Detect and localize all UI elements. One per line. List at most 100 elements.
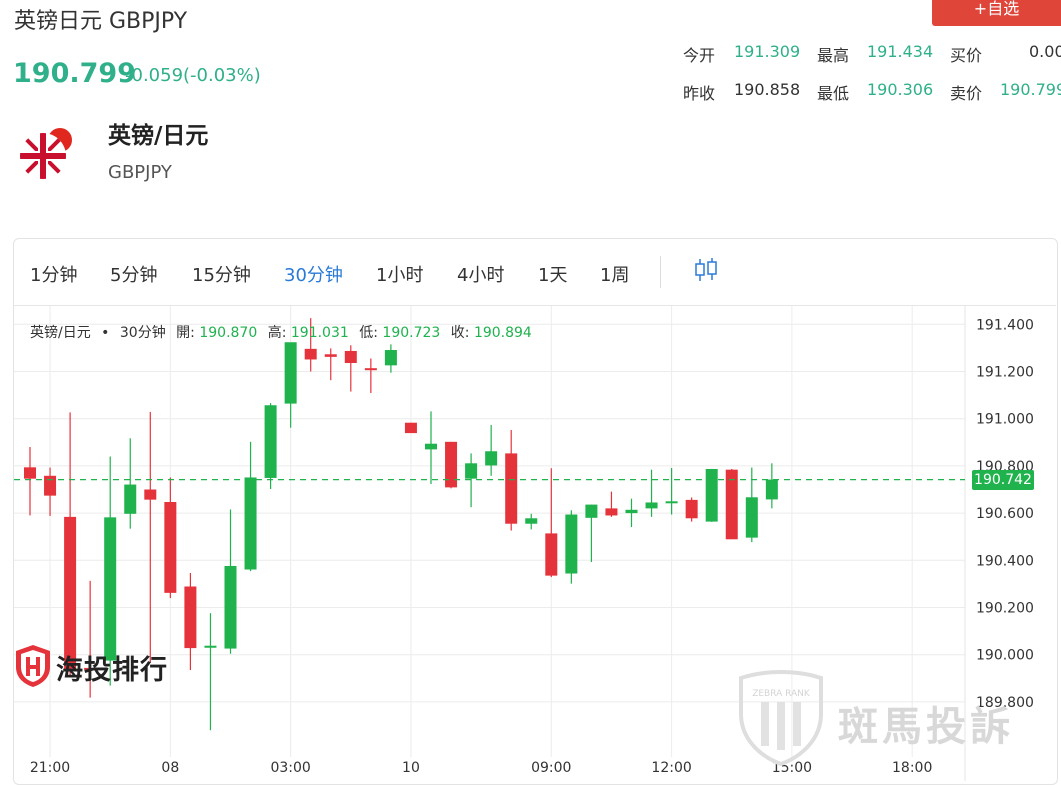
x-tick-label: 09:00 (531, 760, 571, 776)
candle-body (665, 501, 678, 504)
candle-body (24, 467, 36, 479)
candle-body (605, 508, 618, 516)
bid-value: 0.00 (1029, 42, 1061, 61)
candle-body (465, 463, 478, 479)
timeframe-toolbar (13, 238, 1056, 306)
candle-body (344, 350, 357, 364)
candle-body (625, 509, 638, 514)
candle-body (705, 468, 718, 522)
high-label: 最高 (817, 46, 850, 65)
tab-5min[interactable]: 5分钟 (110, 265, 158, 286)
legend-close: 190.894 (473, 325, 532, 341)
y-tick-label: 191.400 (976, 317, 1034, 333)
low-label: 最低 (817, 84, 850, 103)
x-tick-label: 10 (402, 760, 420, 776)
candle-body (685, 499, 698, 519)
open-value: 191.309 (734, 42, 801, 61)
tab-1week[interactable]: 1周 (600, 265, 630, 286)
candle-body (184, 586, 197, 649)
candle-body (144, 489, 157, 500)
legend-low-label: 低: (359, 325, 378, 341)
candle-body (124, 484, 137, 514)
candle-body (44, 475, 57, 496)
tab-1min[interactable]: 1分钟 (30, 265, 78, 286)
candle-body (585, 504, 598, 518)
candle-body (725, 469, 738, 540)
legend-name: 英镑/日元 (30, 325, 91, 341)
candle-body (485, 451, 498, 466)
ohlc-legend: 英镑/日元 • 30分钟 開: 190.870 高: 191.031 低: 19… (30, 322, 532, 342)
price-change: -0.059(-0.03%) (125, 65, 261, 86)
legend-interval: 30分钟 (119, 325, 166, 341)
x-tick-label: 03:00 (270, 760, 310, 776)
current-price: 190.799 (13, 58, 136, 89)
candle-body (525, 518, 538, 524)
candle-body (565, 514, 578, 574)
candle-body (204, 645, 217, 648)
y-tick-label: 190.200 (976, 601, 1034, 617)
candle-body (404, 422, 417, 434)
zebra-badge-icon: ZEBRA RANK (735, 668, 827, 772)
toolbar-divider (660, 256, 661, 288)
x-tick-label: 21:00 (30, 760, 70, 776)
x-tick-label: 18:00 (892, 760, 932, 776)
add-to-watchlist-button[interactable]: +自选 (932, 0, 1061, 26)
candle-body (284, 342, 297, 404)
candle-body (745, 497, 758, 538)
x-tick-label: 08 (161, 760, 179, 776)
candle-body (425, 443, 437, 450)
legend-close-label: 收: (450, 325, 470, 341)
candle-body (324, 354, 337, 357)
tab-4hour[interactable]: 4小时 (457, 265, 505, 286)
bid-label: 买价 (950, 46, 983, 65)
candle-body (445, 441, 458, 488)
y-tick-label: 190.000 (976, 648, 1034, 664)
candle-body (384, 350, 397, 366)
candle-body (765, 479, 778, 500)
candle-body (164, 502, 177, 593)
ask-label: 卖价 (950, 84, 983, 103)
y-tick-label: 191.200 (976, 365, 1034, 381)
candle-body (84, 667, 97, 670)
legend-open: 190.870 (199, 325, 258, 341)
legend-sep: • (101, 325, 110, 341)
page-title: 英镑日元 GBPJPY (14, 9, 188, 34)
ask-value: 190.799 (1000, 80, 1061, 99)
candle-body (104, 517, 117, 661)
candlestick-icon[interactable] (693, 256, 719, 284)
tab-1hour[interactable]: 1小时 (376, 265, 424, 286)
candle-body (304, 348, 317, 360)
low-value: 190.306 (867, 80, 934, 99)
candle-body (364, 368, 377, 371)
shield-logo-icon (14, 643, 52, 693)
y-tick-label: 190.400 (976, 553, 1034, 569)
tab-30min[interactable]: 30分钟 (284, 265, 343, 286)
candle-body (505, 453, 518, 524)
open-label: 今开 (683, 46, 716, 65)
y-tick-label: 190.600 (976, 506, 1034, 522)
watermark-right: 斑馬投訴 (838, 704, 1014, 750)
y-tick-label: 189.800 (976, 695, 1034, 711)
candle-body (645, 502, 658, 509)
tab-1day[interactable]: 1天 (538, 265, 568, 286)
legend-low: 190.723 (382, 325, 441, 341)
badge-text: ZEBRA RANK (752, 689, 811, 699)
candle-body (224, 565, 237, 649)
pair-code: GBPJPY (108, 162, 172, 183)
last-price-tag: 190.742 (972, 469, 1034, 490)
x-tick-label: 12:00 (651, 760, 691, 776)
pair-name: 英镑/日元 (108, 123, 209, 149)
prev-close-label: 昨收 (683, 84, 716, 103)
high-value: 191.434 (867, 42, 934, 61)
watermark-left: 海投排行 (56, 655, 168, 686)
tab-15min[interactable]: 15分钟 (192, 265, 251, 286)
candle-body (264, 405, 277, 478)
legend-high-label: 高: (267, 325, 287, 341)
candle-body (545, 533, 558, 576)
legend-open-label: 開: (176, 325, 195, 341)
y-tick-label: 191.000 (976, 412, 1034, 428)
legend-high: 191.031 (290, 325, 349, 341)
candle-body (64, 516, 77, 671)
prev-close-value: 190.858 (734, 80, 801, 99)
